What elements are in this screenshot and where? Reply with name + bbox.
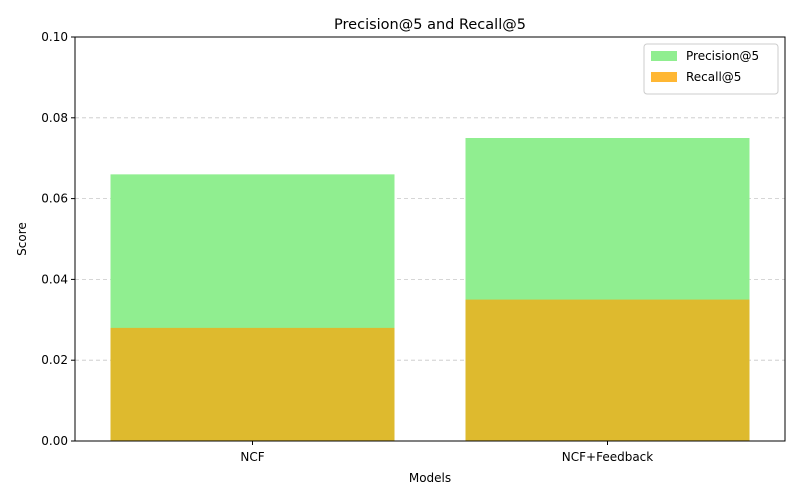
legend-label-precision: Precision@5 [686, 49, 759, 63]
plot-frame [74, 36, 786, 442]
y-tick-label: 0.02 [41, 353, 68, 367]
x-tick-label: NCF [240, 450, 264, 464]
chart-title: Precision@5 and Recall@5 [334, 17, 526, 33]
x-axis-ticks: NCF NCF+Feedback [240, 441, 653, 464]
bar-recall [465, 299, 750, 441]
legend: Precision@5 Recall@5 [643, 43, 779, 95]
y-axis-label: Score [15, 222, 29, 256]
bars [110, 138, 750, 442]
x-tick-label: NCF+Feedback [562, 450, 654, 464]
y-tick-label: 0.10 [41, 30, 68, 44]
y-tick-label: 0.06 [41, 192, 68, 206]
y-tick-label: 0.04 [41, 272, 68, 286]
y-axis-ticks: 0.00 0.02 0.04 0.06 0.08 0.10 [41, 30, 75, 448]
y-tick-label: 0.08 [41, 111, 68, 125]
x-axis-label: Models [409, 471, 451, 485]
legend-swatch-precision [651, 51, 677, 61]
legend-frame [643, 43, 779, 95]
y-tick-label: 0.00 [41, 434, 68, 448]
bar-recall [110, 327, 395, 441]
legend-label-recall: Recall@5 [686, 70, 741, 84]
legend-swatch-recall [651, 72, 677, 82]
